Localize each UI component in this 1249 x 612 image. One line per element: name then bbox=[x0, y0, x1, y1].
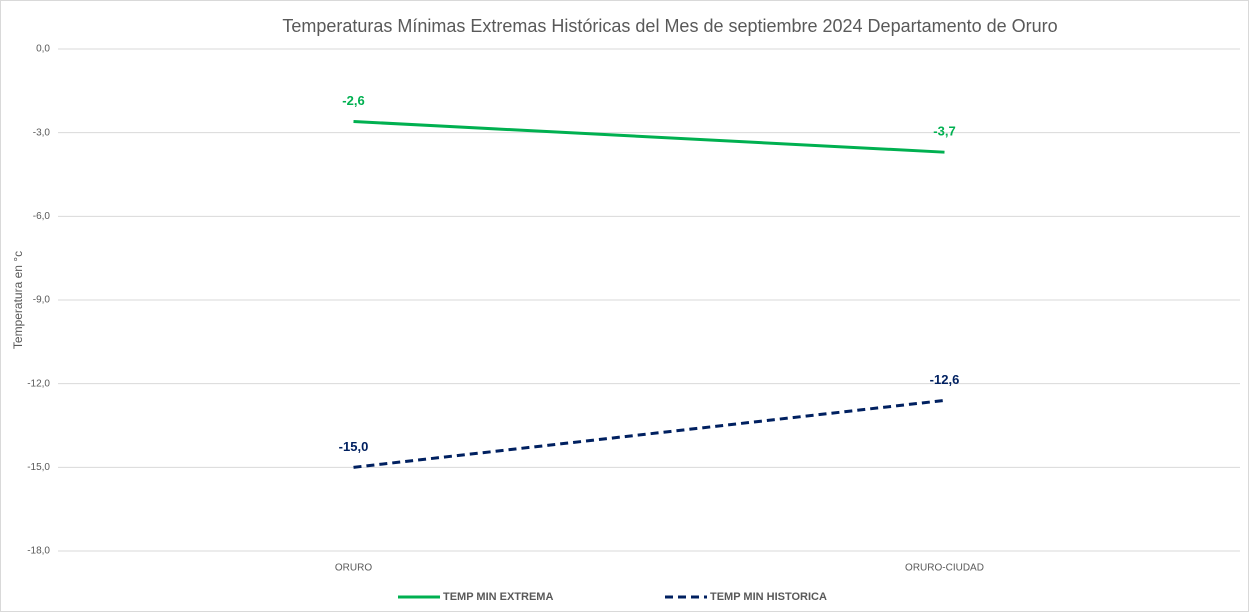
data-label: -2,6 bbox=[342, 93, 364, 108]
y-tick-label: -3,0 bbox=[33, 127, 51, 138]
y-axis-label: Temperatura en °c bbox=[11, 251, 25, 349]
series-line bbox=[353, 398, 945, 469]
legend-label: TEMP MIN EXTREMA bbox=[443, 591, 553, 603]
legend-label: TEMP MIN HISTORICA bbox=[710, 591, 827, 603]
x-tick-label: ORURO-CIUDAD bbox=[905, 563, 984, 574]
data-label: -12,6 bbox=[930, 372, 960, 387]
x-tick-label: ORURO bbox=[335, 563, 372, 574]
y-tick-label: -9,0 bbox=[33, 295, 51, 306]
y-tick-label: -15,0 bbox=[27, 462, 50, 473]
data-label: -15,0 bbox=[339, 439, 369, 454]
y-tick-label: -12,0 bbox=[27, 378, 50, 389]
y-tick-label: -6,0 bbox=[33, 211, 51, 222]
y-tick-label: -18,0 bbox=[27, 546, 50, 557]
y-tick-label: 0,0 bbox=[36, 44, 50, 55]
series-line bbox=[353, 120, 945, 154]
data-label: -3,7 bbox=[933, 124, 955, 139]
chart-title: Temperaturas Mínimas Extremas Históricas… bbox=[282, 16, 1057, 36]
